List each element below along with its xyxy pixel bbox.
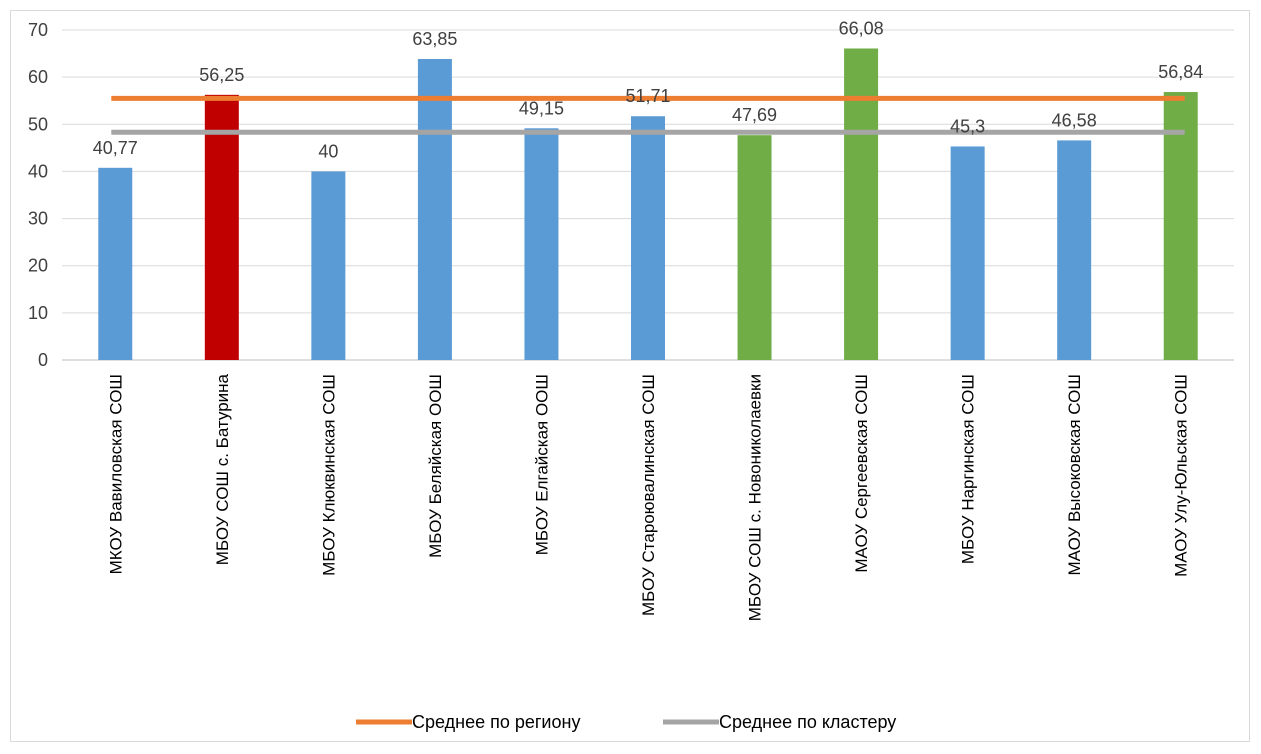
data-label: 45,3 (950, 116, 985, 136)
bar (631, 116, 665, 360)
data-label: 47,69 (732, 105, 777, 125)
x-tick-label: МБОУ Беляйская ООШ (426, 374, 445, 558)
x-tick-label: МАОУ Улу-Юльская СОШ (1172, 374, 1191, 577)
data-label: 63,85 (412, 29, 457, 49)
y-tick-label: 50 (28, 114, 48, 134)
y-tick-label: 40 (28, 161, 48, 181)
x-axis: МКОУ Вавиловская СОШ МБОУ СОШ с. Батурина… (106, 373, 1190, 621)
data-label: 66,08 (839, 18, 884, 38)
data-label: 56,25 (199, 65, 244, 85)
reference-lines (111, 95, 1185, 135)
bar (311, 171, 346, 360)
x-tick-label: МБОУ Наргинская СОШ (959, 374, 978, 564)
bar (950, 146, 985, 360)
x-tick-label: МАОУ Высоковская СОШ (1065, 374, 1084, 576)
data-label: 46,58 (1052, 110, 1097, 130)
y-tick-label: 30 (28, 209, 48, 229)
y-tick-label: 0 (38, 350, 48, 370)
x-tick-label: МАОУ Сергеевская СОШ (852, 374, 871, 573)
y-tick-label: 70 (28, 20, 48, 40)
y-axis: 0 10 20 30 40 50 60 70 (28, 20, 48, 370)
bar (417, 58, 452, 360)
bars (98, 48, 1198, 361)
legend: Среднее по региону Среднее по кластеру (356, 712, 896, 732)
x-tick-label: МБОУ Елгайская ООШ (532, 374, 551, 555)
data-labels: 40,77 56,25 40 63,85 49,15 51,71 47,69 66,08 45,… (93, 18, 1204, 161)
y-tick-label: 20 (28, 256, 48, 276)
x-tick-label: МБОУ Клюквинская СОШ (319, 374, 338, 576)
data-label: 56,84 (1158, 62, 1203, 82)
bar (98, 167, 133, 360)
data-label: 51,71 (625, 86, 670, 106)
bar (844, 48, 879, 360)
x-tick-label: МБОУ СОШ с. Новониколаевки (746, 374, 765, 621)
legend-label: Среднее по кластеру (719, 712, 896, 732)
bar (1163, 92, 1198, 360)
x-tick-label: МБОУ Староювалинская СОШ (639, 374, 658, 616)
bar (737, 135, 772, 360)
bar (524, 128, 559, 360)
bar (1057, 140, 1092, 360)
data-label: 49,15 (519, 98, 564, 118)
y-tick-label: 60 (28, 67, 48, 87)
legend-label: Среднее по региону (412, 712, 580, 732)
data-label: 40,77 (93, 138, 138, 158)
bar (204, 94, 239, 361)
x-tick-label: МБОУ СОШ с. Батурина (213, 373, 232, 565)
x-tick-label: МКОУ Вавиловская СОШ (106, 374, 125, 574)
data-label: 40 (318, 141, 338, 161)
y-tick-label: 10 (28, 303, 48, 323)
